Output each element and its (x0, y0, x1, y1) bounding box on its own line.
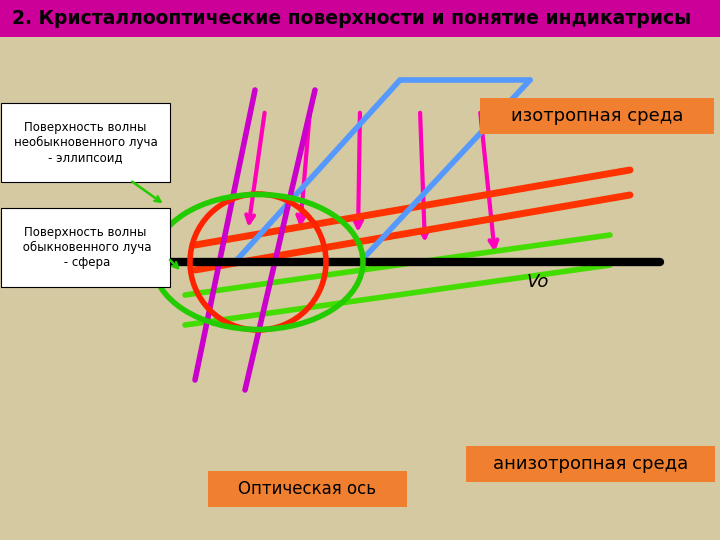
FancyBboxPatch shape (1, 103, 170, 182)
Text: Оптическая ось: Оптическая ось (238, 480, 377, 498)
Text: анизотропная среда: анизотропная среда (493, 455, 688, 473)
Text: Vo: Vo (527, 273, 549, 291)
FancyBboxPatch shape (480, 98, 714, 134)
FancyBboxPatch shape (208, 471, 407, 507)
Text: изотропная среда: изотропная среда (510, 107, 683, 125)
FancyBboxPatch shape (1, 208, 170, 287)
Text: Поверхность волны
необыкновенного луча
- эллипсоид: Поверхность волны необыкновенного луча -… (14, 121, 158, 164)
Text: 2. Кристаллооптические поверхности и понятие индикатрисы: 2. Кристаллооптические поверхности и пон… (12, 10, 691, 29)
FancyBboxPatch shape (0, 0, 720, 37)
FancyBboxPatch shape (466, 446, 715, 482)
Text: Поверхность волны
 обыкновенного луча
 - сфера: Поверхность волны обыкновенного луча - с… (19, 226, 152, 269)
